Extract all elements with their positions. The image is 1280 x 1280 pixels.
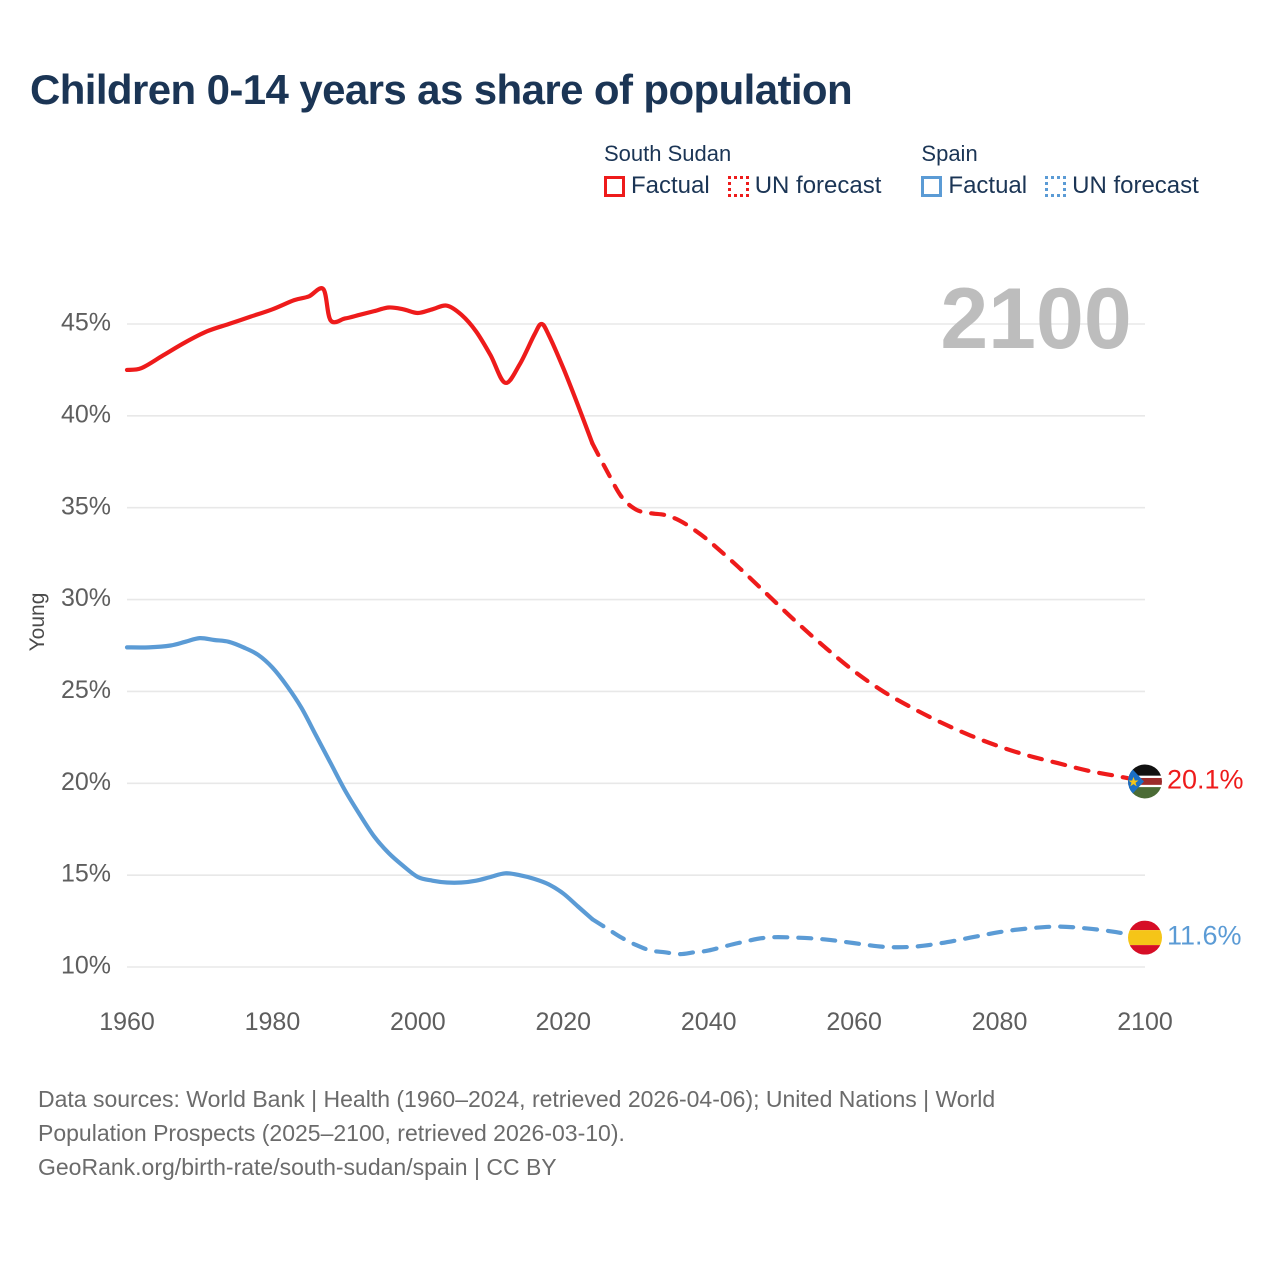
legend-country-label: South Sudan <box>604 141 732 166</box>
legend-item-spain-forecast[interactable]: UN forecast <box>1045 172 1199 200</box>
legend-entry-label: UN forecast <box>754 172 882 199</box>
series-lines <box>124 286 1148 957</box>
page-title: Children 0-14 years as share of populati… <box>30 66 853 113</box>
series-line-forecast <box>590 917 1148 957</box>
x-axis-tick-label: 2000 <box>390 1008 446 1036</box>
line-chart-svg: 10% 15% 20% 25% 30% 35% 40% 45% 1960 1980 2000 202… <box>26 271 1244 1036</box>
y-axis-tick-label: 15% <box>61 860 111 888</box>
x-axis-tick-label: 2100 <box>1117 1008 1173 1036</box>
chart-legend: South Sudan Factual UN forecast Spain Fa… <box>604 142 1199 200</box>
y-axis-tick-label: 25% <box>61 676 111 704</box>
series-line-forecast <box>590 441 1148 784</box>
legend-swatch-dotted-icon <box>1045 175 1067 197</box>
y-axis-tick-labels: 10% 15% 20% 25% 30% 35% 40% 45% <box>61 309 111 980</box>
year-watermark: 2100 <box>940 271 1131 367</box>
y-axis-tick-label: 30% <box>61 584 111 612</box>
gridlines <box>127 323 1145 968</box>
spain-end-value: 11.6% <box>1167 921 1242 951</box>
legend-entries: Factual UN forecast <box>604 172 881 200</box>
x-axis-tick-label: 2040 <box>681 1008 737 1036</box>
series-line-factual <box>124 286 595 446</box>
x-axis-tick-label: 1980 <box>245 1008 301 1036</box>
spain-flag-marker: 11.6% <box>1128 920 1242 955</box>
series-line-factual <box>124 636 595 922</box>
legend-swatch-dotted-icon <box>727 175 749 197</box>
south-sudan-flag-icon <box>1128 764 1162 799</box>
x-axis-tick-label: 2020 <box>535 1008 591 1036</box>
legend-item-south-sudan-forecast[interactable]: UN forecast <box>727 172 882 200</box>
legend-entry-label: Factual <box>631 172 710 199</box>
footer-line-3: GeoRank.org/birth-rate/south-sudan/spain… <box>38 1154 557 1180</box>
y-axis-tick-label: 35% <box>61 492 111 520</box>
x-axis-tick-label: 2080 <box>972 1008 1028 1036</box>
legend-country-label: Spain <box>921 141 978 166</box>
y-axis-title: Young <box>26 593 49 652</box>
y-axis-tick-label: 10% <box>61 952 111 980</box>
y-axis-tick-label: 40% <box>61 400 111 428</box>
south-sudan-end-value: 20.1% <box>1167 765 1244 795</box>
legend-item-spain-factual[interactable]: Factual <box>921 172 1027 200</box>
legend-entry-label: Factual <box>948 172 1028 199</box>
legend-item-south-sudan-factual[interactable]: Factual <box>604 172 710 200</box>
legend-entries: Factual UN forecast <box>921 172 1199 200</box>
spain-flag-icon <box>1128 920 1162 955</box>
x-axis-tick-labels: 1960 1980 2000 2020 2040 2060 2080 2100 <box>99 1008 1173 1036</box>
x-axis-tick-label: 1960 <box>99 1008 155 1036</box>
footer-sources: Data sources: World Bank | Health (1960–… <box>38 1082 1198 1184</box>
legend-swatch-solid-icon <box>604 175 625 197</box>
legend-entry-label: UN forecast <box>1072 172 1199 199</box>
south-sudan-flag-marker: 20.1% <box>1128 764 1244 799</box>
y-axis-tick-label: 20% <box>61 768 111 796</box>
x-axis-tick-label: 2060 <box>826 1008 882 1036</box>
legend-group-spain: Spain Factual UN forecast <box>921 141 1199 200</box>
footer-line-2: Population Prospects (2025–2100, retriev… <box>38 1120 625 1146</box>
footer-line-1: Data sources: World Bank | Health (1960–… <box>38 1086 996 1112</box>
plot-area: 10% 15% 20% 25% 30% 35% 40% 45% 1960 1980 2000 202… <box>26 271 1244 1036</box>
y-axis-tick-label: 45% <box>61 309 111 337</box>
legend-swatch-solid-icon <box>921 175 943 197</box>
legend-group-south-sudan: South Sudan Factual UN forecast <box>604 142 881 200</box>
